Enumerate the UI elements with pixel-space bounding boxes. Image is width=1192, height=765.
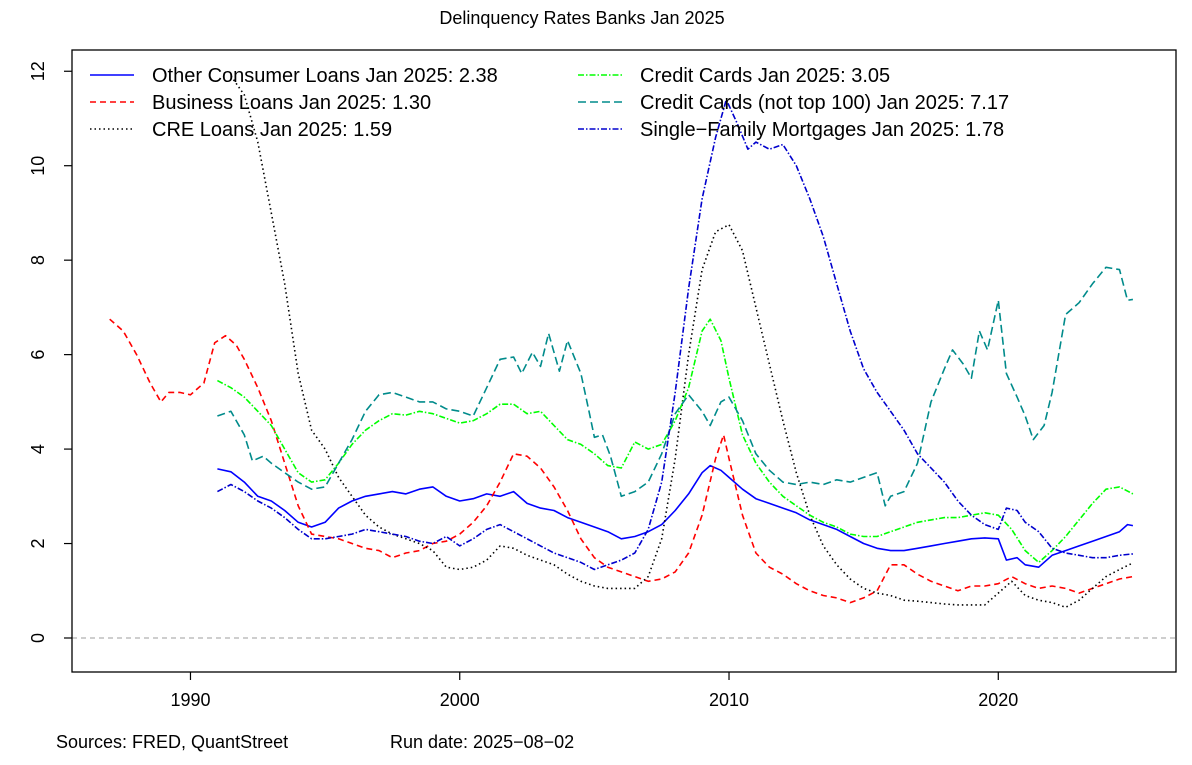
axes: 1990 2000 2010 2020 0 2 4 6 8 10 12 (28, 49, 1177, 710)
series-line-5 (217, 266, 1134, 507)
x-tick-label: 1990 (170, 690, 210, 710)
y-tick-label: 6 (28, 350, 48, 360)
legend-label-5: Credit Cards (not top 100) Jan 2025: 7.1… (640, 92, 1009, 114)
y-tick-label: 2 (28, 539, 48, 549)
series-line-1 (217, 464, 1134, 568)
x-tick-label: 2020 (978, 690, 1018, 710)
series-line-6 (217, 98, 1133, 571)
legend-label-1: Other Consumer Loans Jan 2025: 2.38 (152, 65, 498, 87)
series-line-3 (230, 75, 1134, 609)
legend: Other Consumer Loans Jan 2025: 2.38 Busin… (90, 65, 1009, 141)
legend-label-3: CRE Loans Jan 2025: 1.59 (152, 119, 392, 141)
chart-title: Delinquency Rates Banks Jan 2025 (439, 8, 724, 28)
y-tick-label: 12 (28, 61, 48, 81)
y-tick-label: 0 (28, 633, 48, 643)
plot-frame (71, 49, 1177, 673)
y-tick-label: 10 (28, 156, 48, 176)
plot-area (72, 75, 1176, 639)
footer-run-date: Run date: 2025−08−02 (390, 732, 574, 752)
x-tick-label: 2010 (709, 690, 749, 710)
legend-label-4: Credit Cards Jan 2025: 3.05 (640, 65, 890, 87)
x-tick-label: 2000 (440, 690, 480, 710)
y-tick-label: 8 (28, 255, 48, 265)
series-line-4 (217, 318, 1134, 564)
legend-label-6: Single−Family Mortgages Jan 2025: 1.78 (640, 119, 1004, 141)
legend-label-2: Business Loans Jan 2025: 1.30 (152, 92, 431, 114)
series-line-2 (109, 318, 1134, 604)
y-tick-label: 4 (28, 444, 48, 454)
footer-sources: Sources: FRED, QuantStreet (56, 732, 288, 752)
